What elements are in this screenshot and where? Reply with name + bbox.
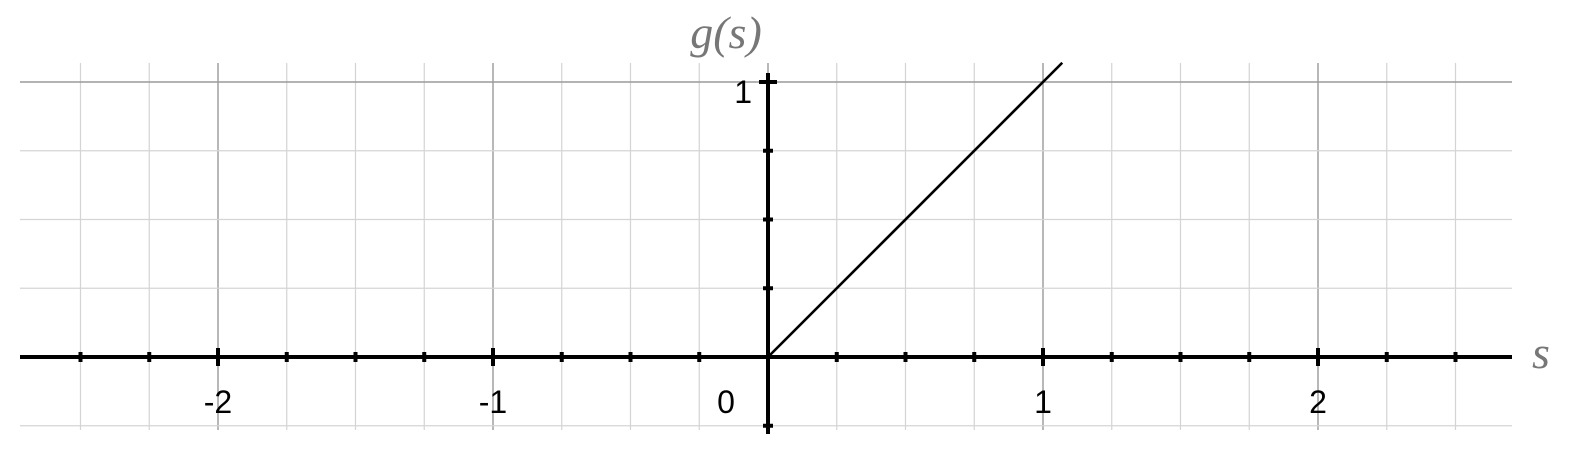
x-tick-label: 1: [1034, 384, 1052, 420]
series-line: [767, 61, 1064, 358]
x-tick-label: -1: [479, 384, 507, 420]
y-axis-label: g(s): [690, 7, 762, 58]
ticks: [78, 80, 1458, 428]
tick-labels: -2 -1 0 1 2 1: [204, 74, 1327, 420]
axes: [20, 73, 1512, 434]
x-axis-label: s: [1532, 327, 1550, 378]
x-tick-label: -2: [204, 384, 232, 420]
series: [767, 61, 1064, 358]
y-tick-label: 1: [734, 74, 752, 110]
x-tick-label: 2: [1309, 384, 1327, 420]
x-tick-label: 0: [717, 384, 735, 420]
